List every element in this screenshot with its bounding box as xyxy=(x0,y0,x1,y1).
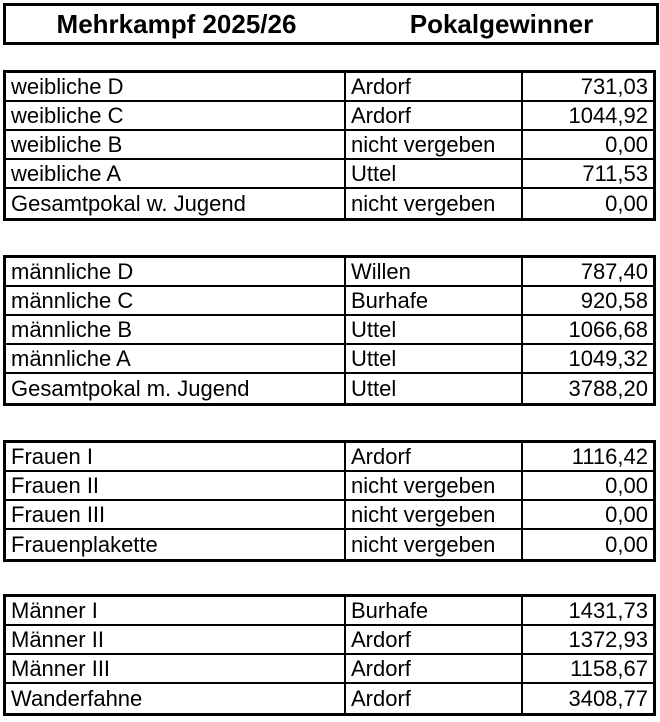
points-cell: 3408,77 xyxy=(568,685,648,711)
table-men: Männer I Burhafe 1431,73 Männer II Ardorf 137… xyxy=(3,594,656,716)
table-row: Männer I Burhafe 1431,73 xyxy=(6,597,653,626)
points-cell: 711,53 xyxy=(582,160,648,186)
points-cell: 1372,93 xyxy=(568,626,648,652)
points-cell: 920,58 xyxy=(580,287,648,313)
table-row: männliche D Willen 787,40 xyxy=(6,258,653,287)
category-cell: weibliche A xyxy=(6,160,346,187)
category-cell: Frauen III xyxy=(6,501,346,528)
points-cell: 0,00 xyxy=(605,531,648,557)
table-row: Frauenplakette nicht vergeben 0,00 xyxy=(6,530,653,559)
winner-cell: nicht vergeben xyxy=(346,131,523,158)
category-cell: weibliche C xyxy=(6,102,346,129)
winner-cell: Ardorf xyxy=(346,655,523,682)
table-row: Frauen III nicht vergeben 0,00 xyxy=(6,501,653,530)
table-row: Männer II Ardorf 1372,93 xyxy=(6,626,653,655)
category-cell: männliche D xyxy=(6,258,346,285)
winner-cell: nicht vergeben xyxy=(346,501,523,528)
sheet-title: Mehrkampf 2025/26 xyxy=(56,8,297,39)
table-row: Frauen I Ardorf 1116,42 xyxy=(6,443,653,472)
category-cell: männliche A xyxy=(6,345,346,372)
table-row: Gesamtpokal w. Jugend nicht vergeben 0,00 xyxy=(6,189,653,218)
category-cell: Männer III xyxy=(6,655,346,682)
table-women: Frauen I Ardorf 1116,42 Frauen II nicht verg… xyxy=(3,440,656,562)
category-cell: Männer II xyxy=(6,626,346,653)
winner-cell: Uttel xyxy=(346,345,523,372)
winner-cell: Ardorf xyxy=(346,684,523,713)
winner-cell: nicht vergeben xyxy=(346,530,523,559)
table-row: weibliche D Ardorf 731,03 xyxy=(6,73,653,102)
points-cell: 1158,67 xyxy=(570,655,648,681)
table-row: weibliche C Ardorf 1044,92 xyxy=(6,102,653,131)
table-row: männliche A Uttel 1049,32 xyxy=(6,345,653,374)
category-cell: Frauen II xyxy=(6,472,346,499)
category-cell: Wanderfahne xyxy=(6,684,346,713)
category-cell: männliche B xyxy=(6,316,346,343)
table-female-youth: weibliche D Ardorf 731,03 weibliche C Ardorf… xyxy=(3,70,656,221)
winner-cell: Ardorf xyxy=(346,102,523,129)
points-cell: 1049,32 xyxy=(568,345,648,371)
winner-cell: Ardorf xyxy=(346,73,523,100)
category-cell: weibliche B xyxy=(6,131,346,158)
title-bar: Mehrkampf 2025/26 Pokalgewinner xyxy=(3,3,659,45)
winner-cell: Burhafe xyxy=(346,597,523,624)
points-cell: 731,03 xyxy=(580,73,648,99)
table-row: weibliche A Uttel 711,53 xyxy=(6,160,653,189)
category-cell: weibliche D xyxy=(6,73,346,100)
table-row: Gesamtpokal m. Jugend Uttel 3788,20 xyxy=(6,374,653,403)
points-cell: 0,00 xyxy=(605,501,648,527)
winner-cell: Burhafe xyxy=(346,287,523,314)
winner-cell: nicht vergeben xyxy=(346,472,523,499)
table-row: männliche B Uttel 1066,68 xyxy=(6,316,653,345)
table-row: Frauen II nicht vergeben 0,00 xyxy=(6,472,653,501)
category-cell: männliche C xyxy=(6,287,346,314)
points-cell: 3788,20 xyxy=(568,375,648,401)
points-cell: 1066,68 xyxy=(568,316,648,342)
table-row: männliche C Burhafe 920,58 xyxy=(6,287,653,316)
sheet-subtitle: Pokalgewinner xyxy=(409,8,594,39)
category-cell: Gesamtpokal w. Jugend xyxy=(6,189,346,218)
winner-cell: Uttel xyxy=(346,374,523,403)
points-cell: 1044,92 xyxy=(568,102,648,128)
points-cell: 787,40 xyxy=(580,258,648,284)
winner-cell: Uttel xyxy=(346,160,523,187)
category-cell: Gesamtpokal m. Jugend xyxy=(6,374,346,403)
winner-cell: nicht vergeben xyxy=(346,189,523,218)
table-row: Wanderfahne Ardorf 3408,77 xyxy=(6,684,653,713)
winner-cell: Ardorf xyxy=(346,626,523,653)
winner-cell: Uttel xyxy=(346,316,523,343)
points-cell: 1116,42 xyxy=(571,443,648,469)
points-cell: 0,00 xyxy=(605,131,648,157)
winner-cell: Ardorf xyxy=(346,443,523,470)
points-cell: 1431,73 xyxy=(568,597,648,623)
category-cell: Männer I xyxy=(6,597,346,624)
winner-cell: Willen xyxy=(346,258,523,285)
table-row: Männer III Ardorf 1158,67 xyxy=(6,655,653,684)
points-cell: 0,00 xyxy=(605,190,648,216)
category-cell: Frauen I xyxy=(6,443,346,470)
table-male-youth: männliche D Willen 787,40 männliche C Burhaf… xyxy=(3,255,656,406)
points-cell: 0,00 xyxy=(605,472,648,498)
category-cell: Frauenplakette xyxy=(6,530,346,559)
